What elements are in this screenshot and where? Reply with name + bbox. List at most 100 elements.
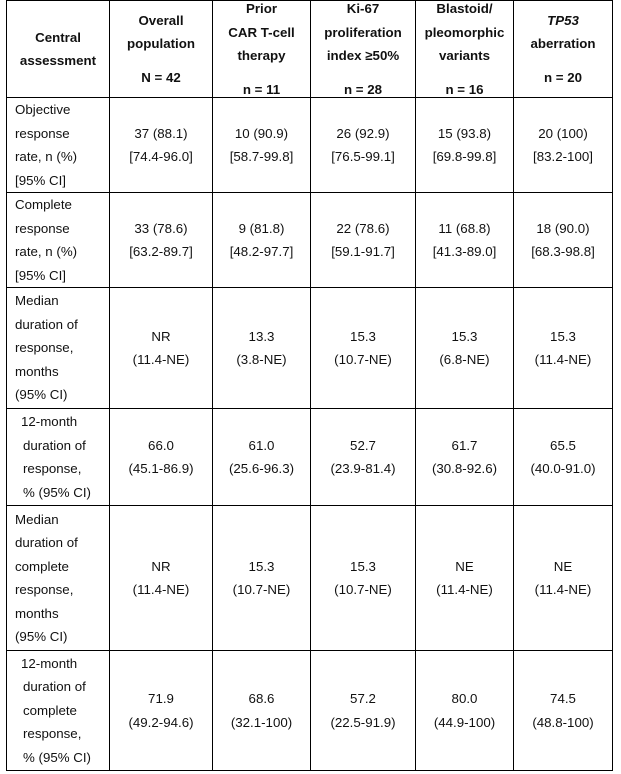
- value-cell: 15.3 (10.7-NE): [213, 506, 310, 650]
- value-line: [59.1-91.7]: [331, 244, 395, 259]
- column-header-line: therapy: [237, 48, 286, 63]
- value-line: 15.3: [248, 558, 275, 574]
- row-label-line: (95% CI): [15, 387, 68, 403]
- row-label-line: duration of: [23, 437, 86, 453]
- value-cell: 11 (68.8) [41.3-89.0]: [416, 193, 513, 287]
- value-line: (30.8-92.6): [431, 461, 498, 476]
- column-header-line: proliferation: [324, 24, 402, 40]
- value-line: (22.5-91.9): [330, 714, 396, 730]
- value-line: 18 (90.0): [536, 220, 590, 236]
- value-cell: 15.3 (11.4-NE): [514, 288, 612, 408]
- row-label-line: response,: [23, 726, 82, 742]
- column-header-line: population: [127, 36, 195, 52]
- results-table: Central assessment Overall population N = 42…: [6, 0, 613, 771]
- column-header-n: n = 28: [343, 81, 383, 97]
- value-line: (32.1-100): [230, 714, 293, 730]
- column-header-line: variants: [439, 48, 490, 63]
- value-line: 33 (78.6): [134, 220, 188, 236]
- value-line: (11.4-NE): [132, 352, 190, 367]
- row-label-line: duration of: [23, 679, 86, 695]
- column-header: Ki-67 proliferation index ≥50% n = 28: [311, 1, 415, 97]
- column-header-line: Ki-67: [346, 1, 380, 16]
- row-label-line: % (95% CI): [23, 749, 91, 765]
- value-line: [68.3-98.8]: [531, 244, 595, 259]
- row-label-line: Objective: [15, 102, 71, 117]
- value-line: [69.8-99.8]: [432, 149, 497, 164]
- row-label-line: response: [15, 220, 70, 236]
- value-cell: 65.5 (40.0-91.0): [514, 409, 612, 505]
- row-label-line: complete: [15, 558, 69, 574]
- row-label-line: 12-month: [21, 414, 78, 429]
- value-line: 61.0: [248, 437, 275, 453]
- value-line: 15.3: [350, 328, 376, 344]
- value-line: (23.9-81.4): [330, 461, 396, 476]
- row-label-line: Median: [15, 511, 59, 527]
- row-label-line: Complete: [15, 197, 72, 212]
- value-cell: 15.3 (6.8-NE): [416, 288, 513, 408]
- value-cell: 33 (78.6) [63.2-89.7]: [110, 193, 212, 287]
- row-label-line: months: [15, 605, 59, 621]
- header-label-line: Central: [35, 29, 81, 45]
- value-line: (11.4-NE): [436, 582, 493, 597]
- value-cell: 74.5 (48.8-100): [514, 651, 612, 770]
- value-line: (25.6-96.3): [228, 461, 295, 476]
- value-line: 15.3: [350, 558, 376, 574]
- value-line: NR: [151, 328, 171, 344]
- value-line: 22 (78.6): [336, 220, 390, 236]
- column-header-line: Blastoid/: [436, 1, 493, 16]
- table-rule-vertical: [6, 0, 7, 771]
- table-rule-horizontal: [6, 770, 613, 771]
- value-line: (10.7-NE): [232, 582, 291, 597]
- table-rule-horizontal: [6, 650, 613, 651]
- value-line: (11.4-NE): [534, 352, 592, 367]
- value-line: (11.4-NE): [534, 582, 592, 597]
- column-header-line: index ≥50%: [326, 48, 400, 63]
- value-cell: 20 (100) [83.2-100]: [514, 98, 612, 192]
- table-rule-horizontal: [6, 97, 613, 98]
- value-line: 10 (90.9): [234, 125, 289, 141]
- table-rule-horizontal: [6, 287, 613, 288]
- row-label-line: duration of: [15, 535, 78, 550]
- value-line: 11 (68.8): [438, 220, 491, 236]
- value-line: NE: [455, 558, 474, 574]
- column-header-line: aberration: [530, 36, 596, 52]
- value-cell: 66.0 (45.1-86.9): [110, 409, 212, 505]
- value-line: 61.7: [451, 437, 478, 453]
- value-cell: 22 (78.6) [59.1-91.7]: [311, 193, 415, 287]
- table-rule-horizontal: [6, 505, 613, 506]
- value-line: 71.9: [148, 691, 174, 706]
- value-cell: 71.9 (49.2-94.6): [110, 651, 212, 770]
- row-label-line: rate, n (%): [15, 244, 78, 259]
- row-label-line: response: [15, 125, 70, 141]
- row-label: Median duration of response, months (95% CI): [7, 288, 109, 408]
- row-label: Objective response rate, n (%) [95% CI]: [7, 98, 109, 192]
- value-cell: 61.7 (30.8-92.6): [416, 409, 513, 505]
- value-line: NE: [553, 558, 573, 574]
- value-cell: 68.6 (32.1-100): [213, 651, 310, 770]
- row-label-line: response,: [15, 340, 74, 356]
- table-rule-vertical: [415, 0, 416, 771]
- row-label-line: (95% CI): [15, 629, 68, 644]
- value-line: [58.7-99.8]: [229, 149, 294, 164]
- value-cell: 9 (81.8) [48.2-97.7]: [213, 193, 310, 287]
- column-header: Overall population N = 42: [110, 1, 212, 97]
- row-label: 12-month duration of response, % (95% CI): [7, 409, 109, 505]
- value-line: (49.2-94.6): [128, 714, 194, 730]
- value-line: 74.5: [550, 691, 576, 706]
- value-line: 57.2: [350, 691, 376, 706]
- value-line: (6.8-NE): [439, 352, 490, 367]
- value-line: (48.8-100): [532, 714, 594, 730]
- value-cell: 13.3 (3.8-NE): [213, 288, 310, 408]
- value-line: 68.6: [248, 691, 275, 706]
- value-cell: NE (11.4-NE): [514, 506, 612, 650]
- table-rule-vertical: [612, 0, 613, 771]
- value-line: [41.3-89.0]: [432, 244, 497, 259]
- column-header-line: Overall: [138, 12, 184, 28]
- value-line: 20 (100): [538, 125, 588, 141]
- value-line: [63.2-89.7]: [129, 244, 193, 259]
- row-label-line: duration of: [15, 316, 78, 332]
- value-cell: 37 (88.1) [74.4-96.0]: [110, 98, 212, 192]
- value-cell: NR (11.4-NE): [110, 288, 212, 408]
- value-cell: 10 (90.9) [58.7-99.8]: [213, 98, 310, 192]
- column-header-line: TP53: [547, 12, 579, 28]
